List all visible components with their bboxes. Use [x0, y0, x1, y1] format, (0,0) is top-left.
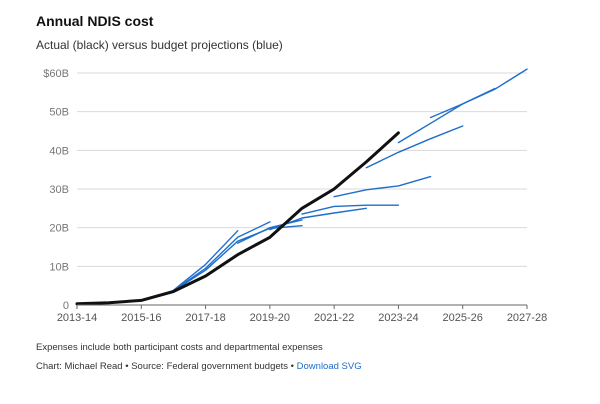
- projection-series-line: [365, 125, 464, 169]
- y-tick-label: 40B: [49, 145, 69, 157]
- y-tick-label: 50B: [49, 107, 69, 119]
- projection-series-line: [333, 175, 432, 198]
- chart-title: Annual NDIS cost: [36, 13, 154, 29]
- x-tick-label: 2013-14: [57, 312, 97, 324]
- y-tick-label: 10B: [49, 261, 69, 273]
- x-tick-label: 2023-24: [378, 312, 418, 324]
- projection-series-line: [301, 204, 400, 215]
- y-tick-label: 0: [63, 300, 69, 312]
- actual-series-line: [75, 131, 400, 306]
- projection-series-line: [397, 87, 496, 144]
- projection-series-line: [429, 68, 528, 119]
- credit-text: Chart: Michael Read • Source: Federal go…: [36, 361, 295, 372]
- y-tick-label: 30B: [49, 184, 69, 196]
- x-tick-label: 2015-16: [121, 312, 161, 324]
- download-svg-link[interactable]: Download SVG: [296, 361, 362, 372]
- projection-series-layer: [172, 68, 528, 292]
- grid-layer: [77, 72, 527, 267]
- x-tick-label: 2025-26: [443, 312, 483, 324]
- line-chart: 0 10B 20B 30B 40B 50B $60B 2013-14 2015-16 2017-1…: [43, 68, 547, 324]
- x-tick-label: 2027-28: [507, 312, 547, 324]
- projection-series-line: [269, 207, 367, 231]
- y-tick-label: $60B: [43, 68, 69, 80]
- projection-series-line: [237, 219, 303, 244]
- actual-series-layer: [75, 131, 400, 306]
- projection-series-line: [172, 221, 271, 292]
- x-tick-label: 2017-18: [185, 312, 225, 324]
- footnote: Expenses include both participant costs …: [36, 342, 323, 353]
- y-tick-label: 20B: [49, 223, 69, 235]
- projection-series-line: [172, 230, 239, 291]
- x-tick-label: 2019-20: [250, 312, 290, 324]
- x-tick-label: 2021-22: [314, 312, 354, 324]
- axis-layer: 0 10B 20B 30B 40B 50B $60B 2013-14 2015-16 2017-1…: [43, 68, 547, 324]
- chart-subtitle: Actual (black) versus budget projections…: [36, 38, 283, 52]
- credit-line: Chart: Michael Read • Source: Federal go…: [36, 361, 362, 372]
